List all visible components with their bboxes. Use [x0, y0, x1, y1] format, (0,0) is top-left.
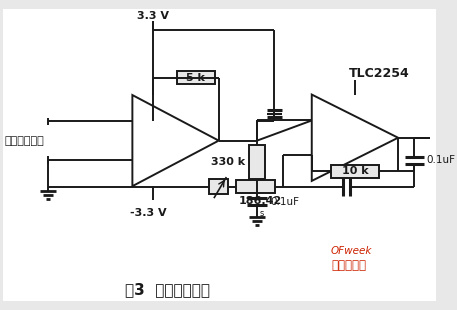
Bar [236, 180, 275, 193]
Text: 5 k: 5 k [186, 73, 205, 83]
Text: -3.3 V: -3.3 V [130, 208, 167, 218]
Text: 医疗科技网: 医疗科技网 [331, 259, 366, 272]
Text: OFweek: OFweek [331, 246, 372, 256]
Text: 10 k: 10 k [342, 166, 368, 176]
Text: 330 k: 330 k [212, 157, 245, 167]
Bar [176, 71, 215, 85]
Text: 0.1uF: 0.1uF [427, 155, 456, 165]
Bar [250, 145, 265, 179]
Text: s: s [260, 209, 264, 218]
Text: 3.3 V: 3.3 V [138, 11, 170, 21]
Text: TLC2254: TLC2254 [349, 67, 409, 80]
Bar [331, 165, 379, 178]
Bar [209, 179, 228, 194]
Text: 导联信号输入: 导联信号输入 [5, 135, 44, 146]
Text: 186.42: 186.42 [239, 196, 282, 206]
Text: 图3  放大滤波电路: 图3 放大滤波电路 [125, 282, 210, 297]
Text: 0.1uF: 0.1uF [271, 197, 299, 207]
